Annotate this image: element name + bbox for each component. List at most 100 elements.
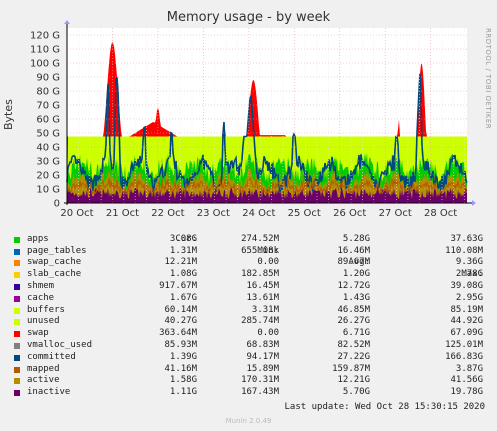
plot-areas (66, 42, 468, 204)
mapped-line (66, 176, 468, 197)
legend-cur: 363.64M (159, 328, 197, 339)
y-tick-label: 0 (54, 199, 60, 210)
legend-min: 655.08k (241, 245, 279, 256)
legend-row-apps: apps 3.08G 274.52M 5.28G 37.63G (12, 234, 492, 246)
y-tick-label: 90 G (36, 73, 60, 84)
committed-line (66, 73, 468, 193)
x-tick-label: 28 Oct (424, 208, 457, 219)
legend-max: 9.36G (455, 257, 483, 268)
legend-name: apps (27, 233, 49, 244)
legend-swatch (14, 378, 20, 385)
legend-name: slab_cache (27, 269, 82, 280)
legend-max: 2.78G (455, 269, 483, 280)
y-tick-label: 110 G (30, 45, 60, 56)
x-tick-label: 23 Oct (197, 208, 230, 219)
inactive-area (67, 187, 467, 203)
legend-avg: 12.72G (337, 280, 370, 291)
legend-max: 2.95G (455, 292, 483, 303)
legend-avg: 27.22G (337, 351, 370, 362)
legend-avg: 5.28G (342, 233, 370, 244)
legend-rows: apps 3.08G 274.52M 5.28G 37.63G page_tables 1.… (12, 234, 492, 399)
legend-row-swap: swap 363.64M 0.00 6.71G 67.09G (12, 328, 492, 340)
y-tick-label: 50 G (36, 129, 60, 140)
legend-cur: 3.08G (169, 233, 197, 244)
legend-avg: 6.71G (342, 328, 370, 339)
y-tick-label: 120 G (30, 31, 60, 42)
legend-swatch (14, 366, 20, 373)
y-tick-label: 70 G (36, 101, 60, 112)
legend-max: 166.83G (445, 351, 483, 362)
legend-name: shmem (27, 280, 55, 291)
y-tick-label: 80 G (36, 87, 60, 98)
legend-swatch (14, 295, 20, 302)
legend-avg: 159.87M (332, 363, 370, 374)
legend-max: 67.09G (450, 328, 483, 339)
legend-min: 167.43M (241, 387, 279, 398)
legend-min: 94.17M (246, 351, 279, 362)
legend-cur: 85.93M (164, 339, 197, 350)
legend-min: 285.74M (241, 316, 279, 327)
y-axis-arrow (64, 20, 70, 24)
y-tick-label: 20 G (36, 171, 60, 182)
legend-max: 3.87G (455, 363, 483, 374)
legend-avg: 89.67M (337, 257, 370, 268)
legend-min: 274.52M (241, 233, 279, 244)
y-tick-label: 60 G (36, 115, 60, 126)
col-cur-header: Cur: (175, 233, 197, 244)
legend-cur: 40.27G (164, 316, 197, 327)
x-tick-label: 22 Oct (151, 208, 184, 219)
legend-avg: 26.27G (337, 316, 370, 327)
legend-cur: 1.31M (169, 245, 197, 256)
legend-cur: 1.58G (169, 375, 197, 386)
legend-row-inactive: inactive 1.11G 167.43M 5.70G 19.78G (12, 387, 492, 399)
legend-name: vmalloc_used (27, 339, 93, 350)
legend-swatch (14, 283, 20, 290)
legend-row-page-tables: page_tables 1.31M 655.08k 16.46M 110.08M (12, 246, 492, 258)
legend-cur: 1.39G (169, 351, 197, 362)
legend-swatch (14, 307, 20, 314)
legend-row-slab-cache: slab_cache 1.08G 182.85M 1.20G 2.78G (12, 269, 492, 281)
legend-cur: 1.67G (169, 292, 197, 303)
col-avg-header: Avg: (348, 257, 370, 268)
legend-name: cache (27, 292, 55, 303)
legend-avg: 16.46M (337, 245, 370, 256)
legend-swatch (14, 390, 20, 397)
legend-max: 19.78G (450, 387, 483, 398)
legend-name: inactive (27, 387, 71, 398)
legend-min: 13.61M (246, 292, 279, 303)
last-update: Last update: Wed Oct 28 15:30:15 2020 (284, 402, 485, 412)
x-tick-labels: 20 Oct 21 Oct 22 Oct 23 Oct 24 Oct 25 Oct 26 O… (60, 208, 457, 219)
legend: Cur: Min: Avg: Max: apps 3.08G 274.52M 5.28… (12, 222, 492, 399)
legend-name: swap_cache (27, 257, 82, 268)
legend-max: 41.56G (450, 375, 483, 386)
legend-max: 110.08M (445, 245, 483, 256)
legend-name: buffers (27, 304, 65, 315)
legend-min: 15.89M (246, 363, 279, 374)
legend-name: committed (27, 351, 76, 362)
col-max-header: Max: (461, 269, 483, 280)
legend-row-committed: committed 1.39G 94.17M 27.22G 166.83G (12, 352, 492, 364)
x-tick-label: 27 Oct (379, 208, 412, 219)
x-tick-label: 25 Oct (288, 208, 321, 219)
x-tick-label: 21 Oct (106, 208, 139, 219)
legend-min: 182.85M (241, 269, 279, 280)
x-tick-label: 20 Oct (60, 208, 93, 219)
legend-swatch (14, 260, 20, 267)
legend-avg: 1.20G (342, 269, 370, 280)
legend-name: swap (27, 328, 49, 339)
x-tick-label: 24 Oct (242, 208, 275, 219)
legend-row-cache: cache 1.67G 13.61M 1.43G 2.95G (12, 293, 492, 305)
legend-name: page_tables (27, 245, 87, 256)
y-tick-label: 30 G (36, 157, 60, 168)
legend-name: active (27, 375, 60, 386)
y-tick-label: 10 G (36, 185, 60, 196)
legend-cur: 12.21M (164, 257, 197, 268)
legend-max: 37.63G (450, 233, 483, 244)
munin-version: Munin 2.0.49 (225, 417, 272, 425)
y-tick-label: 100 G (30, 59, 60, 70)
legend-min: 68.83M (246, 339, 279, 350)
legend-min: 0.00 (257, 257, 279, 268)
legend-max: 85.19M (450, 304, 483, 315)
memory-chart: 0 10 G 20 G 30 G 40 G 50 G 60 G 70 G 80 G 90 G 100… (30, 20, 476, 219)
legend-swatch (14, 319, 20, 326)
